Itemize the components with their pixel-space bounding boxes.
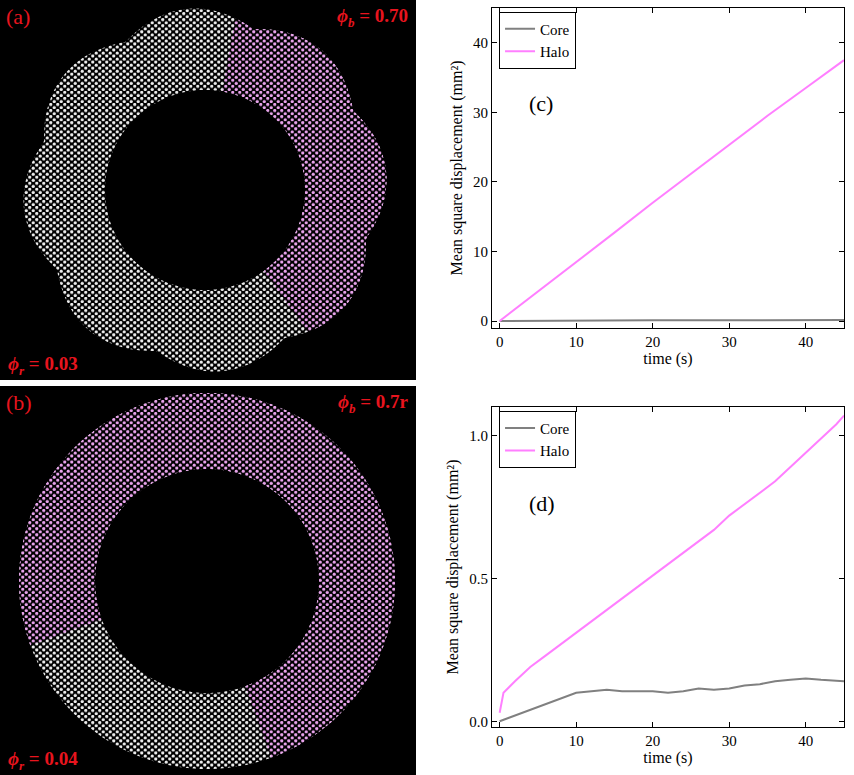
svg-text:10: 10 [569,733,584,749]
svg-text:30: 30 [473,105,488,121]
svg-text:(c): (c) [529,91,553,116]
svg-text:40: 40 [473,35,488,51]
svg-text:time (s): time (s) [643,749,692,767]
svg-text:0: 0 [496,334,504,350]
svg-text:20: 20 [473,174,488,190]
svg-text:40: 40 [798,733,813,749]
svg-text:(a): (a) [6,4,30,29]
svg-text:10: 10 [473,244,488,260]
svg-text:20: 20 [645,733,660,749]
svg-text:40: 40 [798,334,813,350]
svg-text:Core: Core [540,22,570,38]
svg-text:ϕr = 0.03: ϕr = 0.03 [8,353,78,378]
svg-text:time (s): time (s) [643,350,692,368]
svg-text:30: 30 [722,733,737,749]
svg-text:Mean square displacement (mm²): Mean square displacement (mm²) [448,61,466,276]
svg-text:ϕb = 0.7r: ϕb = 0.7r [338,391,409,416]
svg-text:(d): (d) [529,491,555,516]
svg-text:Halo: Halo [540,44,569,60]
svg-text:20: 20 [645,334,660,350]
svg-text:1.0: 1.0 [469,428,488,444]
svg-text:0.0: 0.0 [469,714,488,730]
svg-text:10: 10 [569,334,584,350]
svg-text:Halo: Halo [540,443,569,459]
svg-text:ϕb = 0.70: ϕb = 0.70 [337,5,408,30]
svg-text:0.5: 0.5 [469,571,488,587]
svg-text:ϕr = 0.04: ϕr = 0.04 [8,748,78,773]
svg-text:(b): (b) [6,390,32,415]
svg-text:Mean square displacement (mm²): Mean square displacement (mm²) [444,460,462,675]
svg-text:30: 30 [722,334,737,350]
svg-text:0: 0 [481,313,489,329]
svg-text:0: 0 [496,733,504,749]
svg-text:Core: Core [540,421,570,437]
